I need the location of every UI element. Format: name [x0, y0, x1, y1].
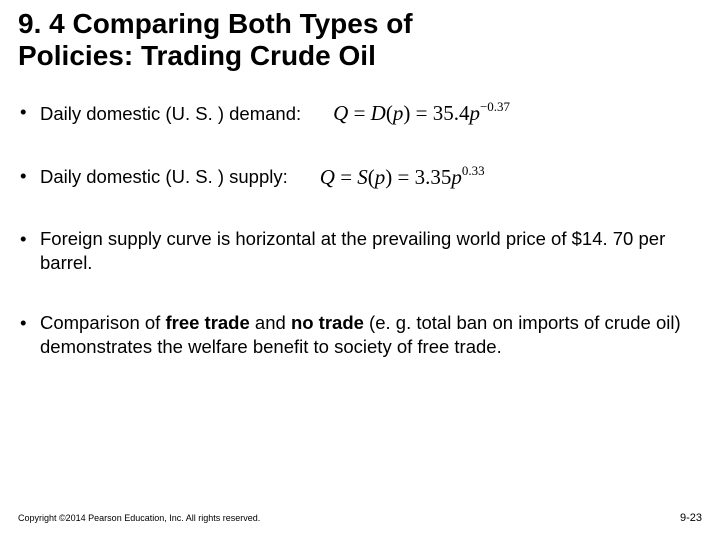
bullet-foreign-supply: Foreign supply curve is horizontal at th… — [18, 227, 702, 275]
eq-base: p — [469, 101, 480, 125]
eq-fn: D — [371, 101, 386, 125]
bullet-comparison-bold2: no trade — [291, 312, 364, 333]
footer: Copyright ©2014 Pearson Education, Inc. … — [18, 512, 702, 524]
slide-title: 9. 4 Comparing Both Types of Policies: T… — [18, 8, 702, 72]
supply-equation: Q = S(p) = 3.35p0.33 — [320, 164, 485, 191]
eq-arg: p — [375, 165, 386, 189]
eq-var: Q — [333, 101, 348, 125]
bullet-list: Daily domestic (U. S. ) demand: Q = D(p)… — [18, 100, 702, 359]
bullet-comparison-mid: and — [250, 312, 291, 333]
bullet-demand-text: Daily domestic (U. S. ) demand: — [40, 102, 301, 126]
title-line-2: Policies: Trading Crude Oil — [18, 40, 376, 71]
eq-exp: 0.33 — [462, 163, 485, 178]
slide-container: 9. 4 Comparing Both Types of Policies: T… — [0, 0, 720, 540]
eq-var: Q — [320, 165, 335, 189]
demand-equation: Q = D(p) = 35.4p−0.37 — [333, 100, 510, 127]
bullet-supply: Daily domestic (U. S. ) supply: Q = S(p)… — [18, 164, 702, 191]
eq-fn: S — [357, 165, 368, 189]
bullet-demand: Daily domestic (U. S. ) demand: Q = D(p)… — [18, 100, 702, 127]
eq-coef: 35.4 — [433, 101, 470, 125]
eq-coef: 3.35 — [415, 165, 452, 189]
eq-lp: ( — [368, 165, 375, 189]
bullet-comparison-bold1: free trade — [165, 312, 249, 333]
eq-arg: p — [393, 101, 404, 125]
bullet-supply-row: Daily domestic (U. S. ) supply: Q = S(p)… — [40, 164, 702, 191]
bullet-demand-row: Daily domestic (U. S. ) demand: Q = D(p)… — [40, 100, 702, 127]
eq-lp: ( — [386, 101, 393, 125]
bullet-comparison-pre: Comparison of — [40, 312, 165, 333]
page-number: 9-23 — [680, 512, 702, 524]
title-line-1: 9. 4 Comparing Both Types of — [18, 8, 413, 39]
eq-op: = — [348, 101, 370, 125]
bullet-foreign-supply-text: Foreign supply curve is horizontal at th… — [40, 228, 665, 273]
eq-rp: ) = — [403, 101, 432, 125]
bullet-supply-text: Daily domestic (U. S. ) supply: — [40, 165, 288, 189]
copyright-text: Copyright ©2014 Pearson Education, Inc. … — [18, 513, 260, 523]
eq-exp: −0.37 — [480, 99, 510, 114]
eq-rp: ) = — [385, 165, 414, 189]
eq-base: p — [451, 165, 462, 189]
bullet-comparison: Comparison of free trade and no trade (e… — [18, 311, 702, 359]
eq-op: = — [335, 165, 357, 189]
